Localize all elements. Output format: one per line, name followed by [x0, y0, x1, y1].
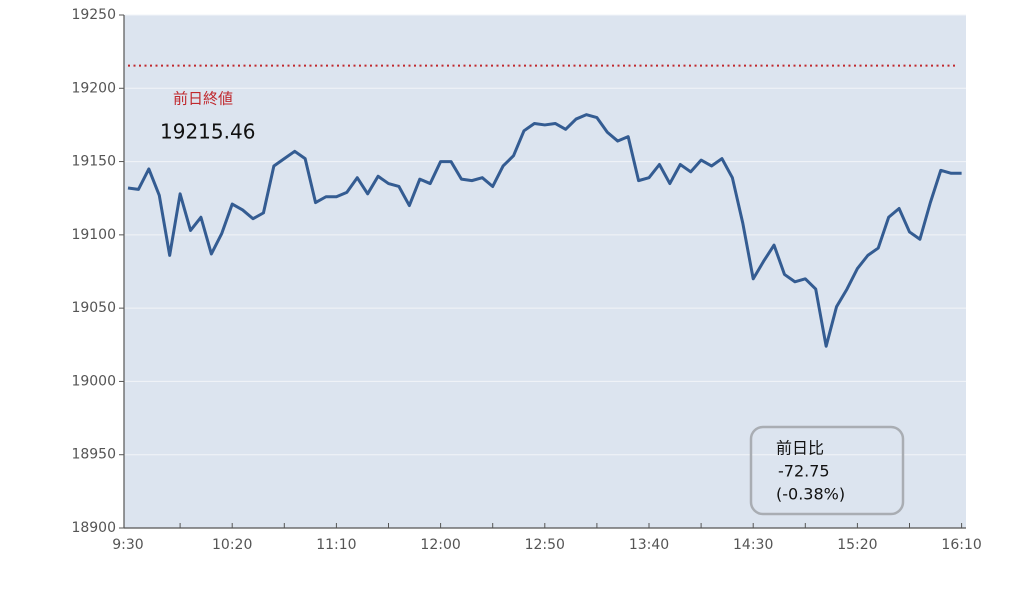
- y-tick-label: 19100: [71, 227, 116, 243]
- x-tick-label: 11:10: [316, 537, 356, 553]
- x-tick-label: 15:20: [837, 537, 877, 553]
- reference-label: 前日終値: [173, 90, 233, 108]
- reference-value: 19215.46: [160, 120, 255, 144]
- y-tick-label: 18900: [71, 520, 116, 536]
- y-tick-label: 19050: [71, 300, 116, 316]
- price-line: [127, 113, 962, 348]
- y-tick-label: 19250: [71, 7, 116, 23]
- x-tick-label: 9:30: [112, 537, 143, 553]
- y-tick-label: 19150: [71, 154, 116, 170]
- y-tick-label: 19000: [71, 373, 116, 389]
- x-tick-label: 12:00: [420, 537, 460, 553]
- y-tick-label: 19200: [71, 80, 116, 96]
- change-value: -72.75: [778, 462, 830, 481]
- x-tick-label: 12:50: [525, 537, 565, 553]
- change-title: 前日比: [776, 439, 824, 458]
- x-tick-label: 10:20: [212, 537, 252, 553]
- change-box: [749, 425, 905, 516]
- x-tick-label: 13:40: [629, 537, 669, 553]
- x-tick-label: 16:10: [941, 537, 981, 553]
- y-tick-label: 18950: [71, 447, 116, 463]
- plot-area: [124, 15, 966, 528]
- change-percent: (-0.38%): [776, 485, 845, 504]
- x-tick-label: 14:30: [733, 537, 773, 553]
